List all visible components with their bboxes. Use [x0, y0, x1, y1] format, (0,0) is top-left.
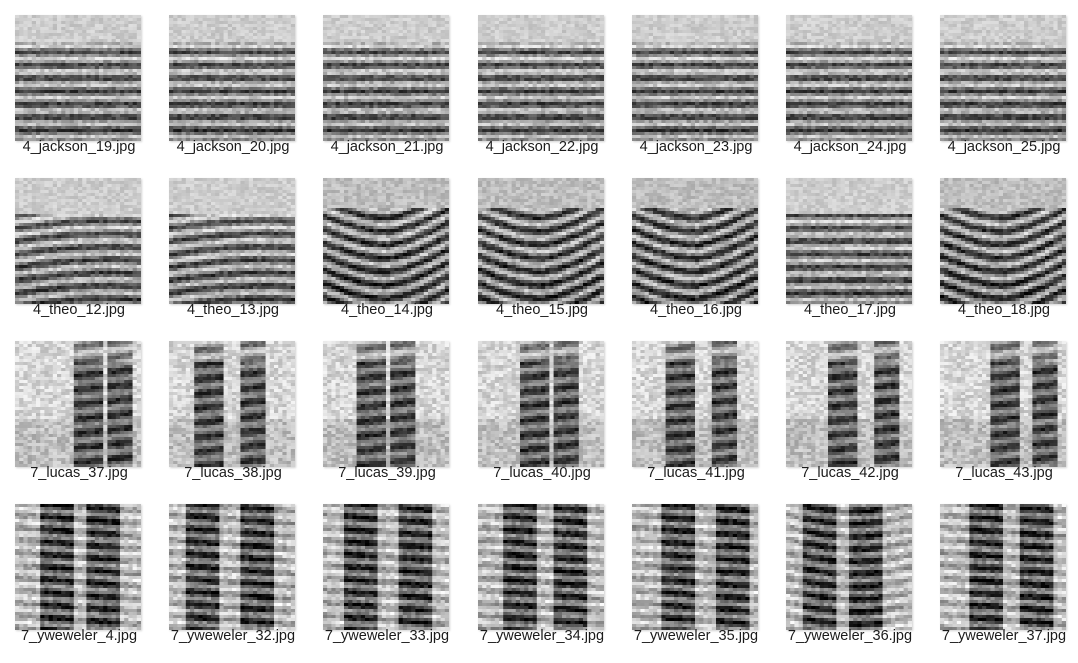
- file-name-label: 7_yweweler_36.jpg: [773, 627, 927, 645]
- file-tile[interactable]: 4_jackson_24.jpg: [773, 2, 927, 165]
- file-tile[interactable]: 4_jackson_22.jpg: [465, 2, 619, 165]
- file-name-label: 7_lucas_42.jpg: [773, 464, 927, 482]
- spectrogram-thumbnail-icon: [478, 341, 604, 467]
- file-tile[interactable]: 7_yweweler_33.jpg: [310, 491, 464, 654]
- file-tile[interactable]: 4_jackson_23.jpg: [619, 2, 773, 165]
- file-name-label: 4_jackson_24.jpg: [773, 138, 927, 156]
- spectrogram-thumbnail-icon: [323, 178, 449, 304]
- spectrogram-thumbnail-icon: [786, 504, 912, 630]
- file-name-label: 7_lucas_38.jpg: [156, 464, 310, 482]
- file-name-label: 7_lucas_39.jpg: [310, 464, 464, 482]
- file-tile[interactable]: 4_theo_15.jpg: [465, 165, 619, 328]
- file-tile[interactable]: 7_lucas_42.jpg: [773, 328, 927, 491]
- spectrogram-thumbnail-icon: [478, 178, 604, 304]
- file-name-label: 7_yweweler_4.jpg: [2, 627, 156, 645]
- file-tile[interactable]: 7_yweweler_32.jpg: [156, 491, 310, 654]
- file-name-label: 4_jackson_23.jpg: [619, 138, 773, 156]
- file-tile[interactable]: 7_lucas_40.jpg: [465, 328, 619, 491]
- spectrogram-thumbnail-icon: [169, 15, 295, 141]
- file-name-label: 7_lucas_40.jpg: [465, 464, 619, 482]
- spectrogram-thumbnail-icon: [940, 341, 1066, 467]
- file-tile[interactable]: 4_theo_14.jpg: [310, 165, 464, 328]
- spectrogram-thumbnail-icon: [15, 178, 141, 304]
- file-tile[interactable]: 4_jackson_19.jpg: [2, 2, 156, 165]
- file-name-label: 4_jackson_20.jpg: [156, 138, 310, 156]
- file-name-label: 7_lucas_37.jpg: [2, 464, 156, 482]
- file-tile[interactable]: 4_jackson_21.jpg: [310, 2, 464, 165]
- spectrogram-thumbnail-icon: [15, 15, 141, 141]
- file-name-label: 4_jackson_25.jpg: [927, 138, 1078, 156]
- file-name-label: 4_theo_15.jpg: [465, 301, 619, 319]
- file-tile[interactable]: 7_lucas_41.jpg: [619, 328, 773, 491]
- file-name-label: 4_theo_17.jpg: [773, 301, 927, 319]
- file-tile[interactable]: 7_yweweler_4.jpg: [2, 491, 156, 654]
- file-tile[interactable]: 7_lucas_39.jpg: [310, 328, 464, 491]
- spectrogram-thumbnail-icon: [632, 178, 758, 304]
- file-name-label: 4_theo_13.jpg: [156, 301, 310, 319]
- spectrogram-thumbnail-icon: [169, 178, 295, 304]
- file-name-label: 7_yweweler_32.jpg: [156, 627, 310, 645]
- spectrogram-thumbnail-icon: [632, 341, 758, 467]
- spectrogram-thumbnail-icon: [323, 504, 449, 630]
- spectrogram-thumbnail-icon: [478, 504, 604, 630]
- file-tile[interactable]: 7_yweweler_36.jpg: [773, 491, 927, 654]
- spectrogram-thumbnail-icon: [15, 341, 141, 467]
- spectrogram-thumbnail-icon: [323, 15, 449, 141]
- file-name-label: 4_jackson_22.jpg: [465, 138, 619, 156]
- file-name-label: 7_yweweler_33.jpg: [310, 627, 464, 645]
- file-name-label: 4_theo_16.jpg: [619, 301, 773, 319]
- file-tile[interactable]: 4_theo_16.jpg: [619, 165, 773, 328]
- spectrogram-thumbnail-icon: [323, 341, 449, 467]
- file-tile[interactable]: 7_yweweler_35.jpg: [619, 491, 773, 654]
- spectrogram-thumbnail-icon: [786, 15, 912, 141]
- file-name-label: 7_lucas_41.jpg: [619, 464, 773, 482]
- file-tile[interactable]: 4_theo_13.jpg: [156, 165, 310, 328]
- spectrogram-thumbnail-icon: [632, 15, 758, 141]
- spectrogram-thumbnail-icon: [632, 504, 758, 630]
- file-name-label: 4_theo_14.jpg: [310, 301, 464, 319]
- file-tile[interactable]: 4_jackson_20.jpg: [156, 2, 310, 165]
- file-name-label: 4_theo_12.jpg: [2, 301, 156, 319]
- file-tile[interactable]: 7_yweweler_37.jpg: [927, 491, 1078, 654]
- file-name-label: 7_lucas_43.jpg: [927, 464, 1078, 482]
- file-tile[interactable]: 7_lucas_38.jpg: [156, 328, 310, 491]
- spectrogram-thumbnail-icon: [15, 504, 141, 630]
- spectrogram-thumbnail-icon: [786, 178, 912, 304]
- file-name-label: 7_yweweler_35.jpg: [619, 627, 773, 645]
- file-tile[interactable]: 4_theo_18.jpg: [927, 165, 1078, 328]
- spectrogram-thumbnail-icon: [786, 341, 912, 467]
- spectrogram-thumbnail-icon: [940, 504, 1066, 630]
- file-name-label: 4_jackson_21.jpg: [310, 138, 464, 156]
- file-name-label: 4_jackson_19.jpg: [2, 138, 156, 156]
- spectrogram-thumbnail-icon: [478, 15, 604, 141]
- spectrogram-thumbnail-icon: [169, 341, 295, 467]
- file-name-label: 4_theo_18.jpg: [927, 301, 1078, 319]
- spectrogram-thumbnail-icon: [940, 15, 1066, 141]
- file-tile[interactable]: 7_lucas_37.jpg: [2, 328, 156, 491]
- spectrogram-thumbnail-icon: [169, 504, 295, 630]
- file-tile[interactable]: 7_yweweler_34.jpg: [465, 491, 619, 654]
- file-tile[interactable]: 7_lucas_43.jpg: [927, 328, 1078, 491]
- file-name-label: 7_yweweler_34.jpg: [465, 627, 619, 645]
- file-tile[interactable]: 4_theo_12.jpg: [2, 165, 156, 328]
- file-tile[interactable]: 4_jackson_25.jpg: [927, 2, 1078, 165]
- file-name-label: 7_yweweler_37.jpg: [927, 627, 1078, 645]
- spectrogram-thumbnail-icon: [940, 178, 1066, 304]
- file-tile[interactable]: 4_theo_17.jpg: [773, 165, 927, 328]
